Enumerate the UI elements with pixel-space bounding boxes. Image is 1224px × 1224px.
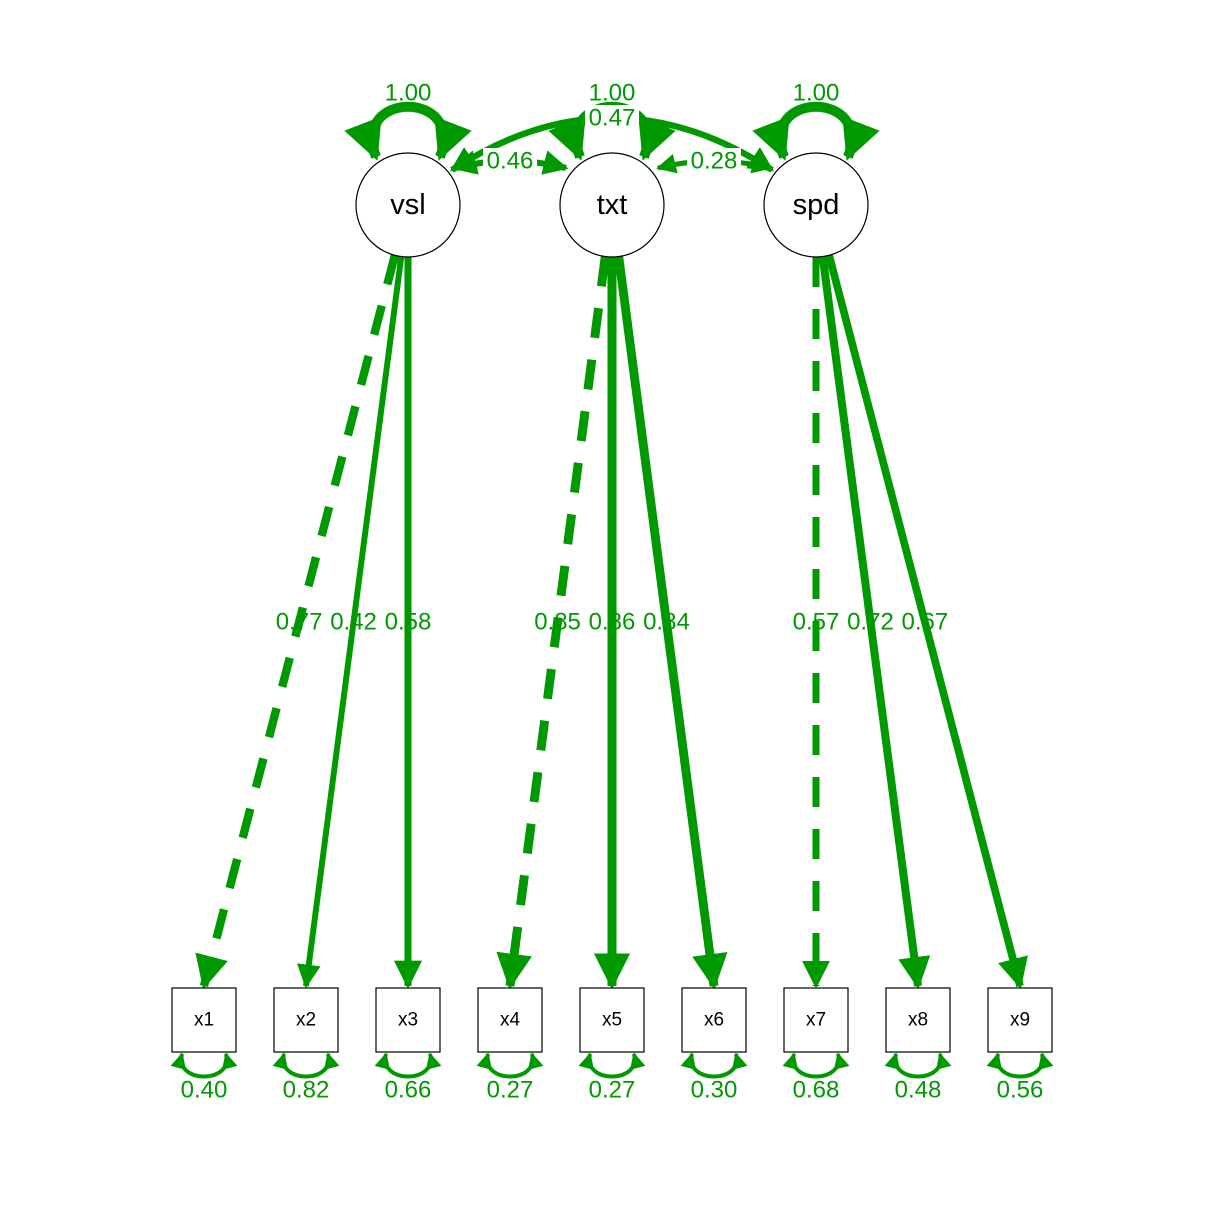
manifest-box-x6 — [681, 987, 747, 1053]
latent-node-vsl[interactable]: vsl — [355, 152, 461, 258]
variance-label-txt: 1.00 — [589, 80, 636, 107]
loading-label-x7: 0.57 — [793, 609, 840, 636]
manifest-box-x2 — [273, 987, 339, 1053]
manifest-node-x5[interactable]: x5 — [579, 987, 645, 1053]
manifest-node-x8[interactable]: x8 — [885, 987, 951, 1053]
residual-loop-x3 — [374, 1052, 442, 1079]
manifest-label-x9: x9 — [1010, 1010, 1030, 1031]
covariance-label-vsl-spd-bg — [585, 105, 639, 131]
loading-label-x1: 0.77 — [276, 609, 323, 636]
manifest-node-x3[interactable]: x3 — [375, 987, 441, 1053]
manifest-node-x1[interactable]: x1 — [171, 987, 237, 1053]
residual-loop-x1 — [170, 1052, 238, 1079]
covariance-label-txt-spd: 0.28 — [691, 148, 738, 175]
latent-circle-txt — [559, 152, 665, 258]
loading-label-x3: 0.58 — [385, 609, 432, 636]
variance-label-spd: 1.00 — [793, 80, 840, 107]
residual-label-x1: 0.40 — [181, 1077, 228, 1104]
node-layer: vsl txt spd x1 x2 x3 x4 x5 x6 x7 x8 x9 — [171, 152, 1053, 1053]
manifest-label-x8: x8 — [908, 1010, 928, 1031]
covariance-label-vsl-txt: 0.46 — [487, 148, 534, 175]
loading-spd-x9 — [825, 254, 1028, 989]
covariance-label-vsl-txt-bg — [483, 148, 537, 174]
manifest-label-x4: x4 — [500, 1010, 521, 1031]
loading-vsl-x1 — [195, 254, 399, 990]
manifest-box-x9 — [987, 987, 1053, 1053]
residual-loop-x8 — [884, 1052, 952, 1079]
edge-layer — [170, 101, 1054, 1079]
covariance-label-vsl-spd: 0.47 — [589, 105, 636, 132]
residual-label-x9: 0.56 — [997, 1077, 1044, 1104]
manifest-box-x3 — [375, 987, 441, 1053]
residual-loop-x4 — [476, 1052, 544, 1079]
residual-label-x2: 0.82 — [283, 1077, 330, 1104]
residual-label-x4: 0.27 — [487, 1077, 534, 1104]
manifest-node-x2[interactable]: x2 — [273, 987, 339, 1053]
manifest-label-x3: x3 — [398, 1010, 418, 1031]
loading-label-x2: 0.42 — [330, 609, 377, 636]
latent-label-txt: txt — [597, 189, 628, 221]
loading-txt-x6 — [614, 255, 728, 990]
label-layer: 0.77 0.42 0.58 0.85 0.86 0.84 0.57 0.72 0.67 0.46… — [181, 80, 1044, 1104]
manifest-box-x4 — [477, 987, 543, 1053]
loading-spd-x8 — [818, 256, 931, 990]
variance-loop-vsl — [344, 101, 472, 161]
manifest-label-x1: x1 — [194, 1010, 214, 1031]
latent-circle-vsl — [355, 152, 461, 258]
manifest-node-x6[interactable]: x6 — [681, 987, 747, 1053]
manifest-label-x5: x5 — [602, 1010, 622, 1031]
manifest-label-x2: x2 — [296, 1010, 316, 1031]
manifest-node-x7[interactable]: x7 — [783, 987, 849, 1053]
residual-label-x3: 0.66 — [385, 1077, 432, 1104]
manifest-label-x7: x7 — [806, 1010, 826, 1031]
loading-vsl-x2 — [296, 256, 405, 989]
covariance-label-txt-spd-bg — [687, 148, 741, 174]
residual-loop-x5 — [578, 1052, 646, 1079]
manifest-node-x4[interactable]: x4 — [477, 987, 543, 1053]
residual-loop-x6 — [680, 1052, 748, 1079]
manifest-node-x9[interactable]: x9 — [987, 987, 1053, 1053]
latent-node-txt[interactable]: txt — [559, 152, 665, 258]
residual-label-x5: 0.27 — [589, 1077, 636, 1104]
latent-node-spd[interactable]: spd — [763, 152, 869, 258]
variance-label-vsl: 1.00 — [385, 80, 432, 107]
latent-circle-spd — [763, 152, 869, 258]
residual-loop-x9 — [986, 1052, 1054, 1079]
residual-label-x6: 0.30 — [691, 1077, 738, 1104]
residual-loop-x7 — [782, 1052, 850, 1079]
loading-txt-x4 — [496, 255, 610, 990]
residual-loop-x2 — [272, 1052, 340, 1079]
manifest-box-x5 — [579, 987, 645, 1053]
latent-label-spd: spd — [793, 189, 840, 221]
loading-label-x4: 0.85 — [534, 609, 581, 636]
manifest-box-x8 — [885, 987, 951, 1053]
residual-label-x7: 0.68 — [793, 1077, 840, 1104]
loading-label-x6: 0.84 — [643, 609, 690, 636]
loading-label-x9: 0.67 — [902, 609, 949, 636]
latent-label-vsl: vsl — [390, 189, 425, 221]
variance-loop-spd — [752, 101, 880, 161]
manifest-label-x6: x6 — [704, 1010, 724, 1031]
manifest-box-x1 — [171, 987, 237, 1053]
loading-label-x5: 0.86 — [589, 609, 636, 636]
residual-label-x8: 0.48 — [895, 1077, 942, 1104]
manifest-box-x7 — [783, 987, 849, 1053]
loading-label-x8: 0.72 — [847, 609, 894, 636]
